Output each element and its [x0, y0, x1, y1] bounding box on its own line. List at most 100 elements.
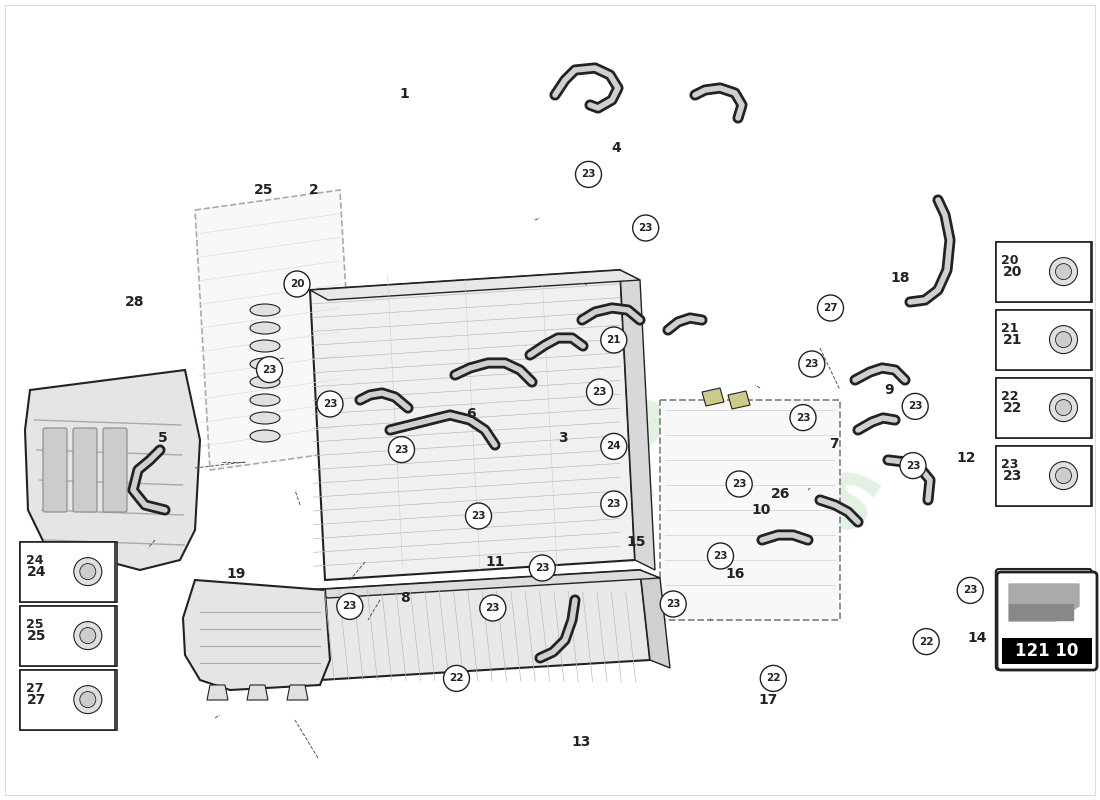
Text: 15: 15: [626, 535, 646, 550]
FancyBboxPatch shape: [996, 378, 1092, 438]
Circle shape: [817, 295, 844, 321]
Text: 26: 26: [771, 487, 791, 502]
Text: 23: 23: [394, 445, 409, 454]
FancyBboxPatch shape: [20, 670, 114, 730]
Circle shape: [465, 503, 492, 529]
Circle shape: [75, 692, 90, 708]
Text: 11: 11: [485, 554, 505, 569]
Circle shape: [75, 628, 90, 644]
Ellipse shape: [250, 412, 280, 424]
Text: 20: 20: [1002, 265, 1022, 278]
Text: 25: 25: [254, 183, 274, 198]
Text: 23: 23: [592, 387, 607, 397]
Polygon shape: [195, 190, 355, 470]
Circle shape: [256, 357, 283, 382]
Text: 8: 8: [400, 591, 409, 606]
FancyBboxPatch shape: [43, 428, 67, 512]
Circle shape: [760, 666, 786, 691]
Text: 21: 21: [1001, 322, 1019, 334]
Ellipse shape: [250, 304, 280, 316]
Polygon shape: [25, 370, 200, 570]
Ellipse shape: [250, 322, 280, 334]
Circle shape: [284, 271, 310, 297]
Text: 28: 28: [124, 295, 144, 310]
FancyBboxPatch shape: [20, 542, 117, 602]
Text: 22: 22: [766, 674, 781, 683]
Text: 23: 23: [1002, 469, 1022, 482]
FancyBboxPatch shape: [103, 428, 127, 512]
Text: 23: 23: [485, 603, 501, 613]
Text: 23: 23: [804, 359, 820, 369]
Bar: [1002, 638, 1092, 664]
Ellipse shape: [250, 340, 280, 352]
Text: 3: 3: [559, 431, 568, 446]
FancyBboxPatch shape: [20, 670, 117, 730]
Polygon shape: [183, 580, 330, 690]
Text: 4: 4: [612, 141, 620, 155]
Text: 24: 24: [25, 554, 43, 566]
Text: 23: 23: [471, 511, 486, 521]
Text: 20: 20: [1001, 254, 1019, 266]
Text: 27: 27: [26, 693, 46, 706]
Text: 17: 17: [758, 693, 778, 707]
Text: 121 10: 121 10: [1015, 642, 1079, 660]
Polygon shape: [620, 270, 654, 570]
Text: 10: 10: [751, 503, 771, 518]
FancyBboxPatch shape: [996, 242, 1090, 302]
Text: 23: 23: [732, 479, 747, 489]
Text: 24: 24: [606, 442, 621, 451]
Circle shape: [480, 595, 506, 621]
FancyBboxPatch shape: [996, 446, 1090, 506]
FancyBboxPatch shape: [996, 378, 1090, 438]
Text: 23: 23: [713, 551, 728, 561]
Polygon shape: [702, 388, 724, 406]
Text: 23: 23: [908, 402, 923, 411]
Polygon shape: [1014, 607, 1059, 622]
FancyBboxPatch shape: [73, 428, 97, 512]
Polygon shape: [287, 685, 308, 700]
FancyBboxPatch shape: [996, 242, 1092, 302]
FancyBboxPatch shape: [996, 310, 1090, 370]
Circle shape: [1050, 400, 1066, 416]
Circle shape: [75, 564, 90, 580]
Polygon shape: [728, 391, 750, 409]
Circle shape: [660, 591, 686, 617]
Text: 13: 13: [571, 735, 591, 750]
Text: 24: 24: [26, 565, 46, 578]
Circle shape: [707, 543, 734, 569]
Text: 23: 23: [962, 586, 978, 595]
Polygon shape: [248, 685, 268, 700]
Circle shape: [337, 594, 363, 619]
Text: a passion for parts since 1985: a passion for parts since 1985: [378, 388, 722, 532]
Text: europaparts: europaparts: [208, 231, 892, 559]
Text: 21: 21: [606, 335, 621, 345]
Circle shape: [74, 686, 102, 714]
Polygon shape: [310, 270, 635, 580]
Text: 21: 21: [1002, 333, 1022, 346]
Text: 19: 19: [227, 567, 246, 582]
Circle shape: [1056, 467, 1071, 483]
Text: 14: 14: [967, 631, 987, 646]
Circle shape: [529, 555, 556, 581]
Circle shape: [1049, 462, 1078, 490]
Circle shape: [1050, 332, 1066, 348]
Text: 23: 23: [666, 599, 681, 609]
Circle shape: [443, 666, 470, 691]
Circle shape: [902, 394, 928, 419]
Circle shape: [74, 558, 102, 586]
Circle shape: [1049, 258, 1078, 286]
Circle shape: [317, 391, 343, 417]
Text: 23: 23: [795, 413, 811, 422]
Text: 23: 23: [262, 365, 277, 374]
Text: 18: 18: [890, 271, 910, 286]
Text: 16: 16: [725, 567, 745, 582]
Circle shape: [799, 351, 825, 377]
Text: 22: 22: [918, 637, 934, 646]
Text: 23: 23: [638, 223, 653, 233]
Circle shape: [913, 629, 939, 654]
Circle shape: [601, 491, 627, 517]
Text: 2: 2: [309, 183, 318, 198]
Circle shape: [632, 215, 659, 241]
Ellipse shape: [250, 358, 280, 370]
Circle shape: [388, 437, 415, 462]
